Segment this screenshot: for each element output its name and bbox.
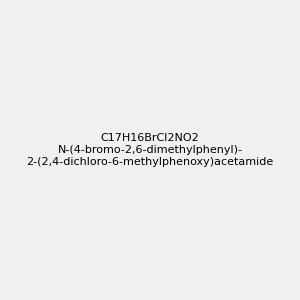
Text: C17H16BrCl2NO2
N-(4-bromo-2,6-dimethylphenyl)-
2-(2,4-dichloro-6-methylphenoxy)a: C17H16BrCl2NO2 N-(4-bromo-2,6-dimethylph… [26,134,274,166]
